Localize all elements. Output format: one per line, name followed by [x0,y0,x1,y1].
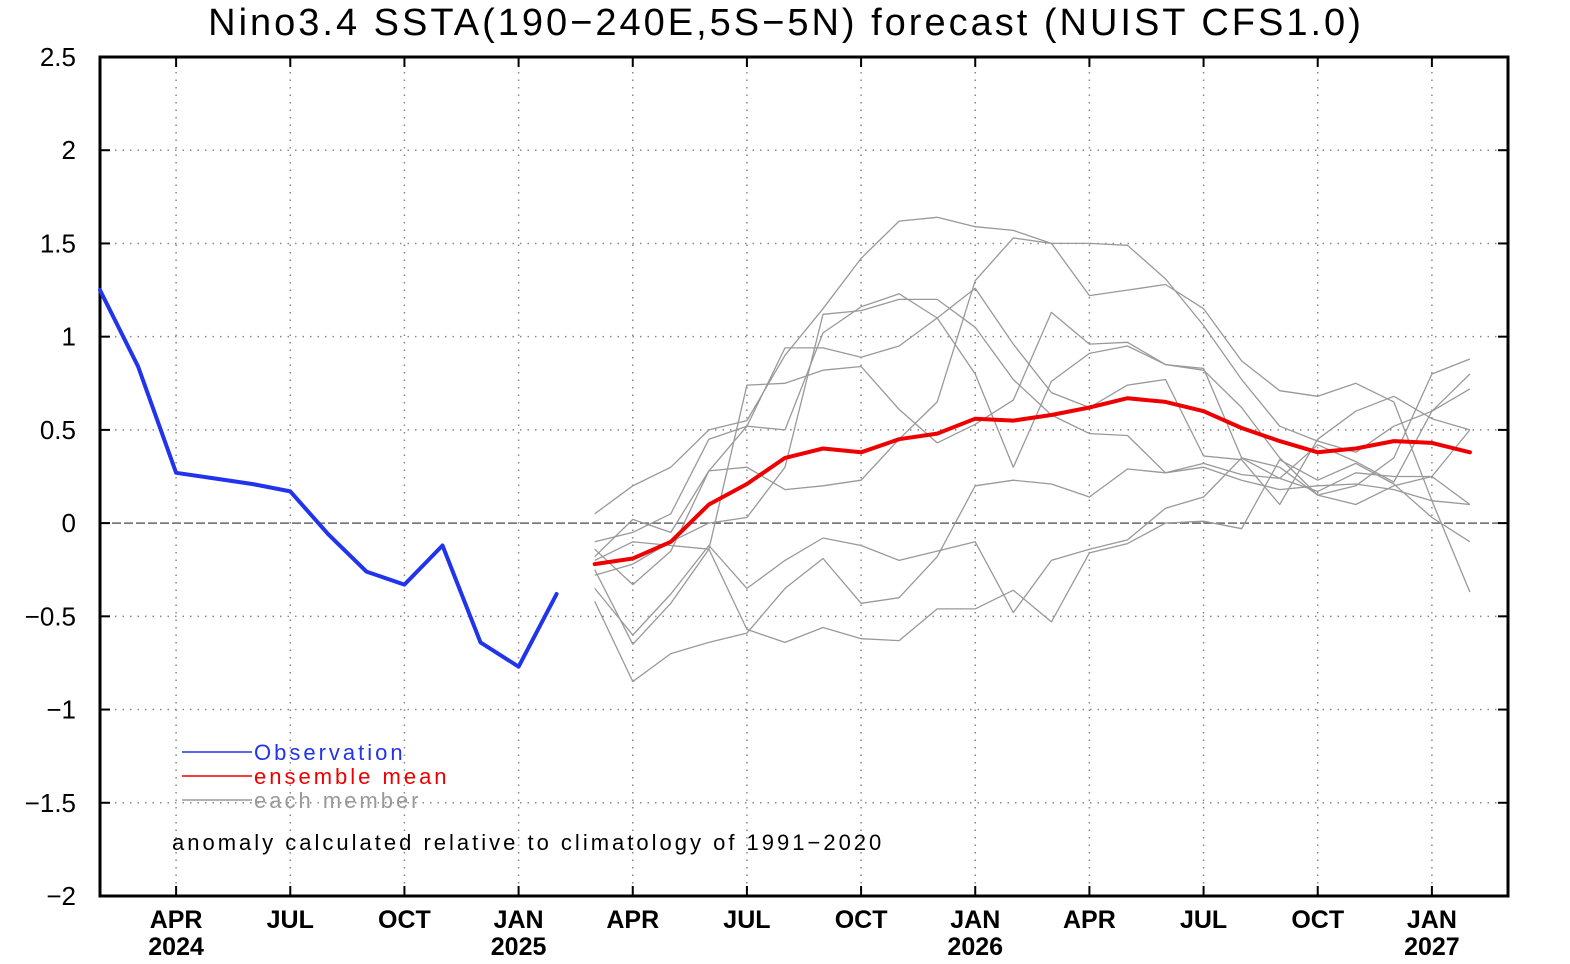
member-line-2 [594,293,1471,543]
legend-label-ensemble-mean: ensemble mean [254,764,450,789]
x-tick-label: JAN [950,906,1000,934]
member-line-1 [594,216,1471,515]
legend-label-each-member: each member [254,788,422,813]
y-tick-label: 1.5 [40,228,76,258]
y-tick-label: −1 [46,695,76,725]
chart-title: Nino3.4 SSTA(190−240E,5S−5N) forecast (N… [208,2,1364,44]
member-line-5 [594,457,1471,636]
y-tick-label: 2 [62,135,76,165]
member-lines [594,216,1471,683]
ensemble-mean-line [592,396,1472,567]
x-tick-label: JUL [723,906,770,934]
y-tick-label: 0 [62,508,76,538]
x-tick-label: APR [150,906,203,934]
x-tick-label: APR [606,906,659,934]
x-tick-label: JAN [494,906,544,934]
member-line-7 [594,287,1471,586]
member-line-8 [594,311,1471,645]
x-tick-year-label: 2024 [148,933,204,959]
y-tick-label: −2 [46,881,76,911]
x-tick-year-label: 2027 [1404,933,1460,959]
x-tick-label: OCT [1291,906,1344,934]
legend-label-observation: Observation [254,740,406,765]
y-tick-label: 2.5 [40,42,76,72]
x-tick-year-label: 2026 [947,933,1003,959]
x-tick-year-label: 2025 [491,933,547,959]
y-tick-label: 0.5 [40,415,76,445]
x-tick-label: OCT [378,906,431,934]
member-line-4 [594,298,1471,576]
observation-line [98,288,559,669]
climatology-annotation: anomaly calculated relative to climatolo… [172,830,884,855]
grid-layer [100,57,1508,896]
observation-line-group [98,288,559,669]
member-line-6 [594,466,1470,683]
x-tick-label: JAN [1407,906,1457,934]
y-tick-label: −1.5 [25,788,76,818]
member-line-9 [594,459,1471,644]
ensemble-mean-line-group [592,396,1472,567]
x-tick-label: JUL [1180,906,1227,934]
legend: Observation ensemble mean each member [182,740,450,813]
y-tick-label: 1 [62,322,76,352]
x-tick-label: APR [1063,906,1116,934]
x-tick-label: JUL [267,906,314,934]
member-line-3 [594,237,1471,593]
x-tick-label: OCT [835,906,888,934]
plot-frame [98,55,1510,898]
y-tick-label: −0.5 [25,601,76,631]
